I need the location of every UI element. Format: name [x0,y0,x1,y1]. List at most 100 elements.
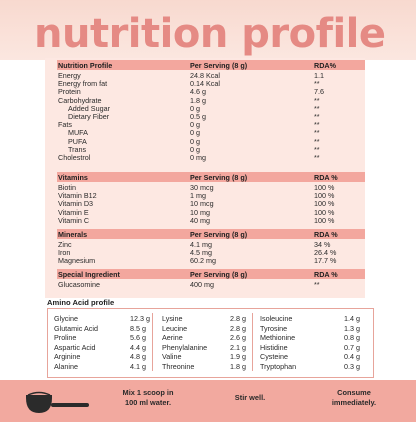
section-header-special: Special Ingredient Per Serving (8 g) RDA % [57,269,365,279]
nutrient-value: 1 mg [190,191,206,201]
nutrient-value: 0.5 g [190,112,206,121]
nutrient-rda: 100 % [314,215,335,225]
amino-name: Glutamic Acid [54,323,98,333]
section-header-cell: Minerals [58,230,88,239]
table-row: Biotin 30 mcg 100 % [57,183,365,192]
table-row: Fats 0 g ** [57,120,365,130]
table-row: Carbohydrate 1.8 g ** [57,95,365,105]
nutrient-value: 0 mg [190,153,206,162]
amino-value: 1.8 g [230,362,246,371]
nutrient-name: Carbohydrate [58,95,102,105]
nutrient-rda: 100 % [314,191,335,201]
nutrient-rda: 100 % [314,183,335,192]
table-row: Vitamin E 10 mg 100 % [57,207,365,217]
table-row: Glucasomine 400 mg ** [57,280,365,289]
nutrient-name: Vitamin C [58,215,90,225]
nutrient-rda: ** [314,120,320,130]
nutrient-value: 400 mg [190,280,214,289]
section-header-cell: Per Serving (8 g) [190,270,248,279]
amino-name: Alanine [54,362,78,371]
nutrient-value: 0.14 Kcal [190,79,220,89]
amino-value: 5.6 g [130,333,146,343]
amino-name: Threonine [162,362,195,371]
step-stir: Stir well. [234,393,266,402]
amino-value: 0.8 g [344,333,360,343]
amino-name: Arginine [54,352,81,362]
table-row: Protein 4.6 g 7.6 [57,88,365,96]
amino-name: Lysine [162,314,183,323]
nutrient-rda: 34 % [314,240,331,249]
header-band [0,0,416,60]
table-row: Cholestrol 0 mg ** [57,153,365,162]
amino-column-divider [252,313,253,371]
nutrient-value: 10 mcg [190,199,214,209]
amino-title: Amino Acid profile [47,298,115,307]
nutrient-rda: ** [314,144,320,154]
nutrient-rda: 100 % [314,207,335,217]
step-consume-line1: Consume [337,388,371,397]
table-row: Vitamin B12 1 mg 100 % [57,191,365,201]
section-header-vitamins: Vitamins Per Serving (8 g) RDA % [57,172,365,182]
table-row: Vitamin D3 10 mcg 100 % [57,200,365,208]
nutrient-rda: ** [314,103,320,113]
table-row: Magnesium 60.2 mg 17.7 % [57,257,365,265]
nutrient-value: 4.5 mg [190,248,212,258]
amino-value: 1.4 g [344,314,360,323]
step-mix-line1: Mix 1 scoop in [122,388,174,397]
nutrient-name: Dietary Fiber [68,112,110,121]
nutrient-rda: ** [314,95,320,105]
section-header-cell: RDA % [314,230,338,239]
nutrient-name: Glucasomine [58,280,100,289]
table-row: Energy 24.8 Kcal 1.1 [57,71,365,80]
section-header-cell: Per Serving (8 g) [190,173,248,182]
table-row: Vitamin C 40 mg 100 % [57,215,365,225]
table-row: Added Sugar 0 g ** [57,103,365,113]
amino-name: Aerine [162,333,183,343]
amino-name: Histidine [260,342,288,352]
table-row: MUFA 0 g ** [57,129,365,137]
section-header-cell: RDA % [314,173,338,182]
nutrient-value: 30 mcg [190,183,214,192]
nutrient-name: Vitamin D3 [58,199,94,209]
section-header-cell: Special Ingredient [58,270,120,279]
nutrient-name: MUFA [68,128,88,138]
nutrient-name: Vitamin E [58,207,89,217]
step-consume: Consume immediately. [322,388,386,408]
nutrient-rda: ** [314,136,320,146]
amino-table: Glycine 12.3 g Glutamic Acid 8.5 g Proline 5.… [47,308,374,378]
step-mix: Mix 1 scoop in 100 ml water. [112,388,184,408]
nutrient-rda: ** [314,128,320,138]
nutrient-name: Vitamin B12 [58,191,97,201]
section-header-cell: Per Serving (8 g) [190,230,248,239]
section-header-cell: Per Serving (8 g) [190,61,248,70]
amino-name: Aspartic Acid [54,342,96,352]
nutrient-rda: ** [314,280,320,289]
amino-name: Glycine [54,314,78,323]
step-consume-line2: immediately. [331,398,377,407]
amino-value: 4.8 g [130,352,146,362]
amino-value: 0.7 g [344,342,360,352]
amino-value: 0.3 g [344,362,360,371]
nutrient-name: Protein [58,87,81,97]
nutrient-name: Biotin [58,183,76,192]
section-header-nutrition: Nutrition Profile Per Serving (8 g) RDA% [57,60,365,70]
nutrient-value: 4.1 mg [190,240,212,249]
nutrient-rda: 26.4 % [314,248,337,258]
nutrient-value: 40 mg [190,215,210,225]
nutrient-name: Cholestrol [58,153,91,162]
nutrient-name: Trans [68,144,87,154]
nutrient-name: Added Sugar [68,103,110,113]
instructions-footer [0,380,416,422]
nutrient-value: 0 g [190,128,200,138]
amino-column-divider [152,313,153,371]
nutrient-value: 0 g [190,120,200,130]
nutrient-name: Zinc [58,240,72,249]
nutrient-rda: ** [314,112,320,121]
nutrient-value: 60.2 mg [190,256,216,266]
nutrient-value: 1.8 g [190,95,206,105]
section-header-cell: Nutrition Profile [58,61,113,70]
amino-value: 8.5 g [130,323,146,333]
section-header-cell: Vitamins [58,173,88,182]
amino-value: 2.1 g [230,342,246,352]
nutrient-rda: 17.7 % [314,256,337,266]
